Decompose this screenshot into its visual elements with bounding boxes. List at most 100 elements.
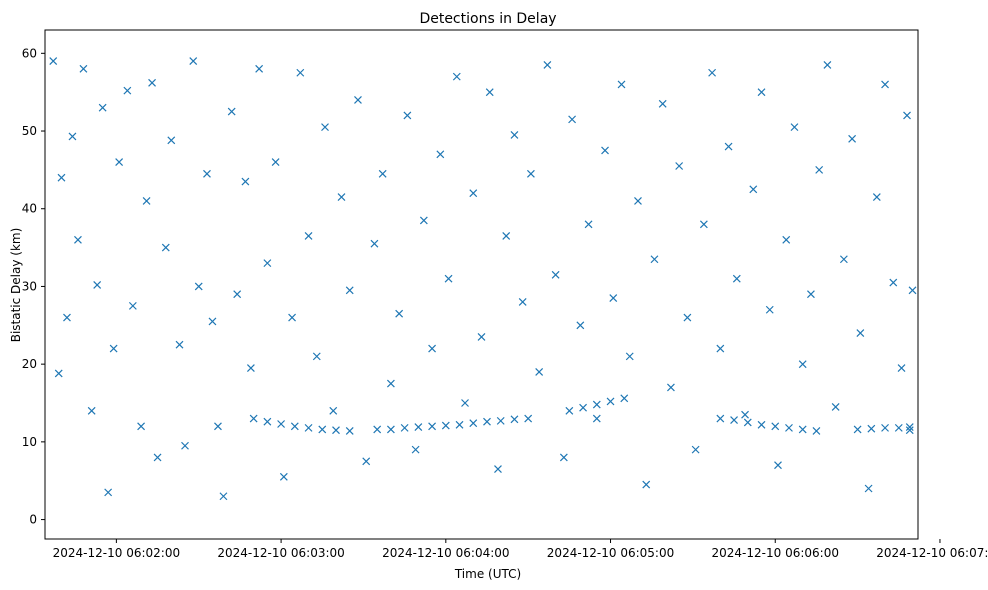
data-point [318,425,327,434]
data-point [617,80,626,89]
data-point [565,406,574,415]
data-point [233,290,242,299]
data-point [757,88,766,97]
chart-title: Detections in Delay [419,11,556,27]
data-point [494,465,502,473]
data-point [658,99,667,108]
data-point [579,403,588,412]
data-point [304,232,313,240]
data-point [79,64,88,73]
data-point [683,313,692,322]
data-point [675,162,684,170]
x-tick-label: 2024-12-10 06:02:00 [53,546,180,560]
data-point [551,270,560,279]
x-tick-label: 2024-12-10 06:04:00 [382,546,509,560]
data-point [161,243,170,252]
data-point [411,445,420,454]
data-point [148,78,156,87]
data-point [807,290,815,299]
data-point [277,420,286,428]
data-point [757,420,766,429]
data-point [559,453,568,462]
x-axis-title: Time (UTC) [454,567,521,581]
data-point [496,416,505,425]
data-point [414,423,423,432]
data-point [362,457,371,466]
plot-frame [44,29,919,540]
data-point [419,216,428,225]
data-point [867,424,876,433]
data-point [304,423,313,432]
data-point [741,410,749,419]
data-point [175,340,184,349]
data-point [68,132,77,141]
data-point [329,406,338,415]
data-point [249,414,258,423]
data-point [732,274,741,283]
x-tick-label: 2024-12-10 06:07:00 [876,546,988,560]
x-tick-label: 2024-12-10 06:05:00 [547,546,674,560]
data-point [790,123,799,132]
data-point [189,57,198,66]
data-point [864,484,873,493]
data-point [54,369,63,378]
y-tick-label: 40 [22,202,37,216]
data-point [666,383,675,392]
y-axis-ticks: 0 10 20 30 40 50 60 [22,46,45,527]
data-point [691,445,700,454]
data-point [153,453,162,462]
data-point [798,425,807,434]
data-points [49,57,917,501]
data-point [214,422,222,431]
data-point [905,426,914,435]
data-point [337,193,346,202]
data-point [378,169,387,178]
data-point [724,142,733,151]
data-point [853,425,862,434]
data-point [469,419,478,428]
data-point [483,417,491,426]
data-point [354,96,362,104]
data-point [296,68,305,77]
data-point [526,169,535,178]
data-point [57,173,66,182]
data-point [908,286,917,295]
data-point [109,344,118,353]
data-point [137,422,146,431]
data-point [194,282,203,291]
data-point [461,399,469,407]
data-point [510,130,519,139]
data-point [477,333,486,341]
data-point [823,61,832,69]
data-point [524,414,533,423]
data-point [332,426,340,435]
data-point [897,364,906,372]
data-point [49,57,58,66]
data-point [469,189,478,198]
data-point [395,309,404,318]
data-point [219,492,228,501]
data-point [288,313,296,322]
x-axis-ticks: 2024-12-10 06:02:00 2024-12-10 06:03:00 20… [53,539,988,560]
y-tick-label: 60 [22,46,37,60]
data-point [104,488,113,497]
data-point [815,165,824,174]
y-tick-label: 50 [22,124,37,138]
data-point [606,397,615,406]
data-point [128,301,137,310]
data-point [774,461,782,470]
data-point [716,344,725,353]
data-point [535,367,544,376]
data-point [227,107,236,116]
data-point [312,352,321,361]
data-point [568,115,577,124]
data-point [400,423,409,432]
data-point [455,420,464,429]
data-point [123,86,132,95]
data-point [502,232,511,240]
data-point [905,423,914,432]
data-point [856,329,865,337]
data-point [208,317,217,326]
data-point [650,255,659,264]
data-point [634,197,642,205]
